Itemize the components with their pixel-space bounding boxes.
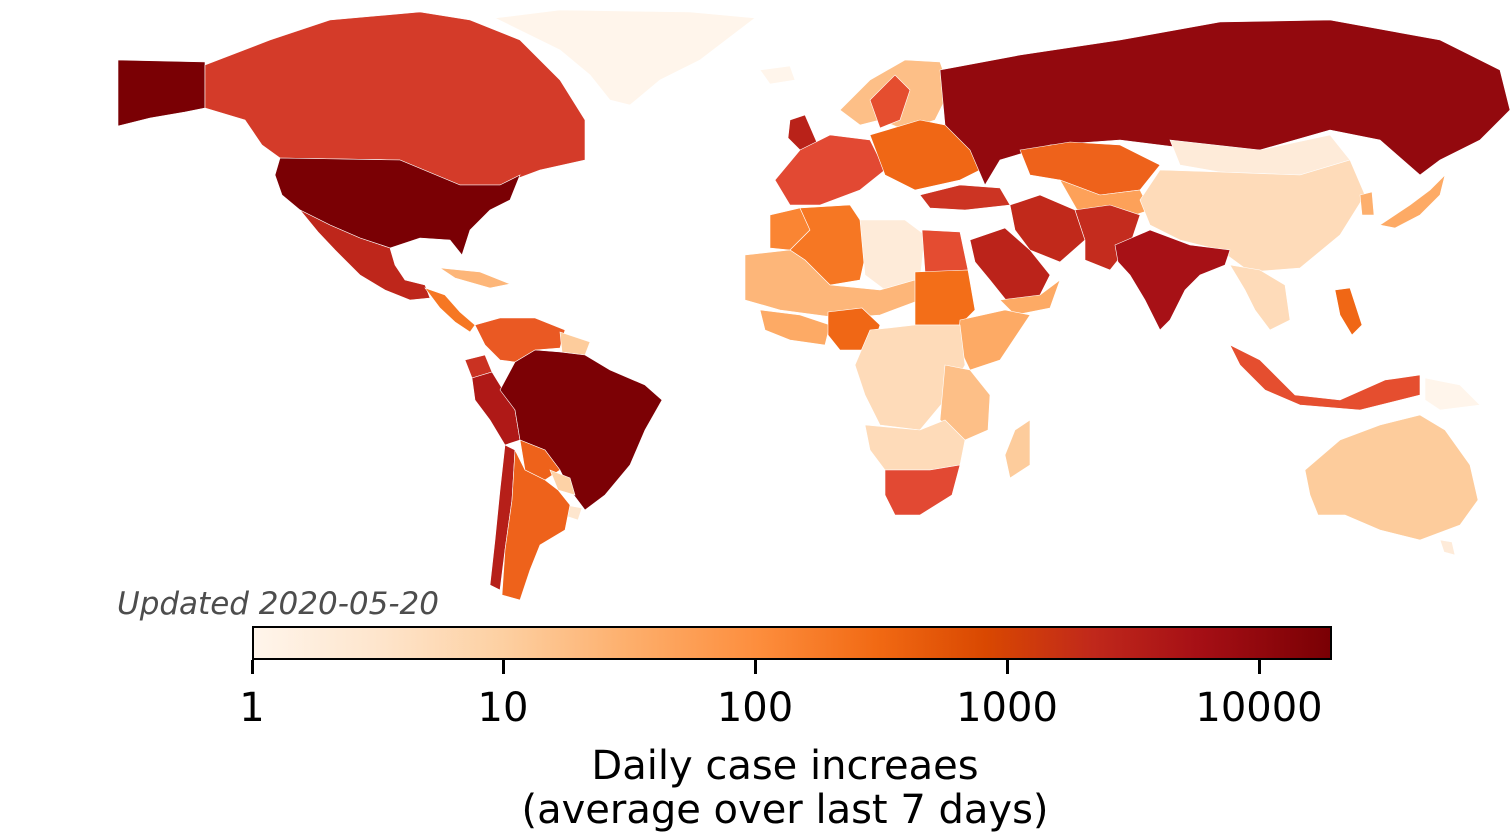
region-east-africa — [939, 364, 991, 441]
colorbar-tick-10000 — [1258, 660, 1261, 674]
updated-date-label: Updated 2020-05-20 — [117, 586, 439, 622]
colorbar-tick-100 — [754, 660, 757, 674]
region-greenland — [493, 9, 756, 106]
colorbar — [252, 626, 1332, 660]
colorbar-tick-1 — [251, 660, 254, 674]
colorbar-tick-label-1000: 1000 — [956, 685, 1058, 731]
region-indonesia — [1229, 344, 1421, 411]
region-caribbean — [439, 267, 512, 289]
region-west-africa-coast — [759, 309, 831, 346]
region-central-africa — [854, 324, 966, 431]
region-central-america — [424, 287, 476, 333]
region-alaska — [117, 59, 206, 127]
colorbar-tick-label-10: 10 — [477, 685, 529, 731]
region-papua-new-guinea — [1424, 377, 1481, 411]
region-india — [1114, 229, 1231, 331]
region-guyana — [559, 331, 591, 356]
colorbar-tick-label-100: 100 — [716, 685, 794, 731]
region-sweden — [869, 74, 911, 129]
region-russia — [939, 19, 1511, 186]
region-turkey — [919, 184, 1011, 211]
region-argentina — [501, 448, 571, 601]
colorbar-tick-1000 — [1006, 660, 1009, 674]
region-australia — [1304, 414, 1479, 541]
colorbar-title-line2: (average over last 7 days) — [521, 787, 1049, 833]
region-egypt — [921, 229, 969, 273]
colorbar-title-line1: Daily case increaes — [591, 743, 979, 789]
region-southeast-asia — [1229, 264, 1291, 331]
region-japan — [1379, 174, 1446, 229]
region-western-europe — [774, 134, 886, 206]
region-south-africa — [884, 464, 961, 516]
region-korea — [1359, 191, 1375, 216]
region-iceland — [759, 65, 796, 85]
region-united-states — [274, 157, 521, 256]
region-madagascar — [1004, 419, 1031, 479]
region-iran — [1009, 194, 1086, 263]
region-brazil — [499, 349, 663, 511]
colorbar-title: Daily case increaes (average over last 7… — [521, 744, 1048, 832]
region-philippines — [1334, 287, 1363, 336]
region-ethiopia-horn — [957, 309, 1031, 371]
region-paraguay — [549, 469, 576, 496]
colorbar-tick-label-1: 1 — [239, 685, 265, 731]
colorbar-tick-label-10000: 10000 — [1195, 685, 1323, 731]
colorbar-tick-10 — [502, 660, 505, 674]
region-china — [1139, 159, 1366, 273]
region-sudan — [914, 269, 976, 326]
region-canada — [204, 11, 586, 186]
region-new-zealand — [1439, 539, 1456, 556]
region-kazakhstan — [1019, 141, 1161, 196]
region-colombia-venezuela — [474, 317, 566, 363]
